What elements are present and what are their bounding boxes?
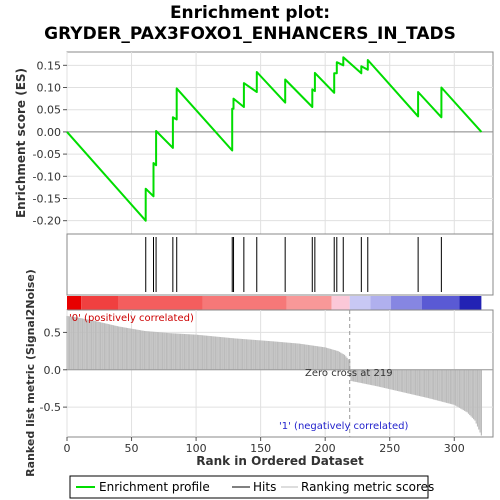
x-tick-label: 300 — [444, 442, 465, 455]
es-tick-label: -0.10 — [33, 170, 61, 183]
es-tick-label: -0.15 — [33, 192, 61, 205]
hits-panel — [66, 233, 494, 296]
metric-tick-label: 0.5 — [44, 326, 62, 339]
es-panel: -0.20 -0.15 -0.10 -0.05 0.00 0.05 0.10 0.15 — [33, 51, 494, 235]
colorbar-segment — [81, 296, 119, 310]
es-tick-label: 0.05 — [37, 104, 62, 117]
legend-es-label: Enrichment profile — [99, 480, 210, 494]
metric-y-axis-label: Ranked list metric (Signal2Noise) — [24, 269, 37, 477]
colorbar-segment — [349, 296, 371, 310]
es-y-axis-label: Enrichment score (ES) — [14, 68, 28, 218]
negative-correlation-label: '1' (negatively correlated) — [279, 421, 408, 432]
chart-title-line2: GRYDER_PAX3FOXO1_ENHANCERS_IN_TADS — [44, 24, 456, 44]
metric-tick-label: -0.5 — [40, 401, 61, 414]
colorbar-segment — [422, 296, 460, 310]
es-line-group — [66, 56, 493, 222]
colorbar-segment — [331, 296, 350, 310]
x-tick-label: 150 — [250, 442, 271, 455]
rank-colorbar — [67, 296, 482, 310]
hit-lines — [145, 237, 442, 292]
x-tick-label: 200 — [315, 442, 336, 455]
metric-panel: -0.5 0.0 0.5 '0' (positively correlated) '… — [40, 309, 494, 438]
legend-hit-label: Hits — [253, 480, 276, 494]
metric-panel-frame — [66, 309, 494, 438]
es-tick-label: -0.05 — [33, 148, 61, 161]
chart-title-line1: Enrichment plot: — [170, 3, 330, 23]
colorbar-segment — [202, 296, 287, 310]
colorbar-segment — [286, 296, 332, 310]
metric-tick-label: 0.0 — [44, 364, 62, 377]
es-ticks: -0.20 -0.15 -0.10 -0.05 0.00 0.05 0.10 0.15 — [33, 59, 67, 228]
metric-ticks: -0.5 0.0 0.5 — [40, 326, 67, 414]
x-tick-label: 100 — [186, 442, 207, 455]
es-tick-label: 0.15 — [37, 59, 62, 72]
colorbar-segment — [67, 296, 82, 310]
es-tick-label: 0.00 — [37, 126, 62, 139]
es-panel-frame — [66, 51, 494, 235]
x-tick-label: 50 — [125, 442, 139, 455]
enrichment-profile-line — [66, 56, 483, 222]
colorbar-segment — [391, 296, 422, 310]
hits-panel-frame — [66, 233, 494, 296]
es-tick-label: 0.10 — [37, 82, 62, 95]
colorbar-segment — [118, 296, 203, 310]
x-tick-label: 0 — [64, 442, 71, 455]
colorbar-segment — [370, 296, 392, 310]
legend-metric-label: Ranking metric scores — [301, 480, 434, 494]
zero-cross-label: Zero cross at 219 — [305, 368, 393, 379]
x-axis-label: Rank in Ordered Dataset — [196, 454, 364, 468]
metric-fill-group — [66, 310, 493, 437]
positive-correlation-label: '0' (positively correlated) — [69, 313, 194, 324]
es-tick-label: -0.20 — [33, 215, 61, 228]
x-axis-ticks: 0 50 100 150 200 250 300 — [64, 437, 465, 455]
colorbar-segment — [459, 296, 482, 310]
legend: Enrichment profile Hits Ranking metric s… — [69, 475, 434, 499]
x-tick-label: 250 — [379, 442, 400, 455]
